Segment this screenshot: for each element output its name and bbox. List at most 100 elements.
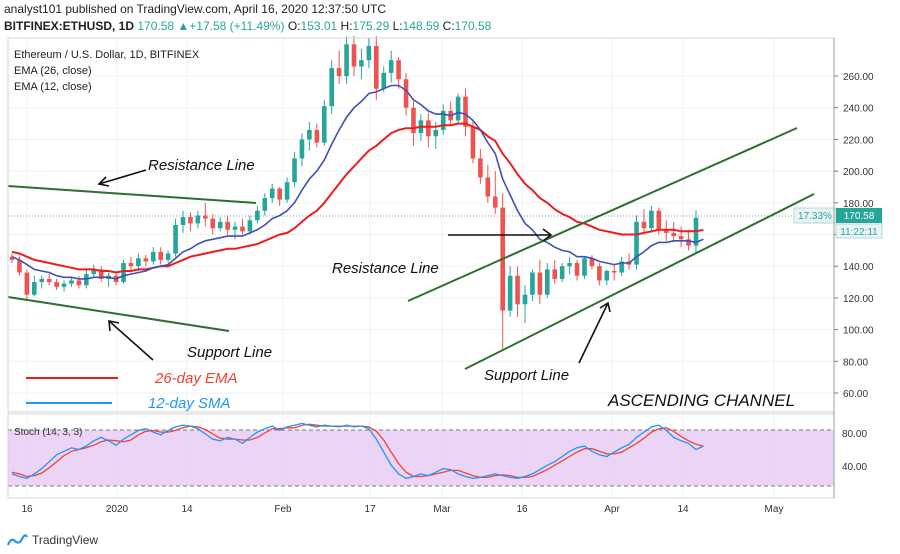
- support-label-left: Support Line: [187, 344, 272, 361]
- candle-body: [128, 263, 134, 267]
- candle-body: [46, 278, 52, 283]
- candle-body: [292, 158, 297, 183]
- candle-body: [403, 79, 409, 108]
- arrow-head-icon: [97, 176, 110, 187]
- resistance-label-left: Resistance Line: [148, 157, 255, 174]
- y-tick-label: 140.00: [843, 262, 874, 273]
- candle-body: [426, 120, 431, 137]
- y-tick-label: 80.00: [843, 357, 868, 368]
- channel-lower-line: [464, 193, 815, 370]
- candle-body: [9, 256, 15, 260]
- candle-body: [567, 263, 572, 267]
- candle-body: [91, 269, 97, 275]
- candle-body: [262, 198, 268, 211]
- countdown-badge-text: 11:22:11: [840, 227, 878, 238]
- x-tick-label: 17: [364, 504, 376, 515]
- x-tick-label: 16: [516, 504, 528, 515]
- symbol-name: BITFINEX:ETHUSD, 1D: [4, 19, 135, 33]
- tradingview-logo[interactable]: TradingView: [6, 533, 98, 548]
- candle-body: [478, 158, 483, 178]
- candle-body: [678, 236, 684, 240]
- candle-body: [195, 215, 201, 224]
- candle-body: [17, 259, 22, 273]
- candle-body: [671, 232, 677, 237]
- candle-body: [373, 45, 379, 89]
- candle-body: [537, 272, 543, 295]
- candle-body: [31, 282, 37, 295]
- stoch-label: Stoch (14, 3, 3): [14, 427, 82, 438]
- candle-body: [61, 283, 67, 287]
- candle-body: [589, 258, 595, 267]
- price-chart[interactable]: Ethereum / U.S. Dollar, 1D, BITFINEX EMA…: [0, 36, 900, 528]
- ema12-line: [11, 84, 704, 280]
- annotation-arrows: [97, 169, 611, 364]
- arrow-support-right: [578, 302, 609, 364]
- x-tick-label: Apr: [604, 504, 620, 515]
- tradingview-icon: [6, 534, 28, 546]
- candle-body: [351, 44, 357, 67]
- candle-body: [277, 188, 282, 200]
- y-tick-label: 120.00: [843, 294, 874, 305]
- candle-body: [269, 188, 275, 199]
- resistance-label-right: Resistance Line: [332, 260, 439, 277]
- candle-body: [255, 210, 260, 221]
- candle-body: [173, 225, 178, 254]
- candle-body: [188, 217, 193, 224]
- chart-title: Ethereum / U.S. Dollar, 1D, BITFINEX: [14, 49, 200, 61]
- candle-body: [507, 275, 513, 311]
- support-label-right: Support Line: [484, 367, 569, 384]
- candle-body: [492, 196, 498, 208]
- candle-body: [463, 96, 468, 127]
- x-tick-label: 16: [21, 504, 33, 515]
- candle-body: [381, 72, 387, 89]
- close-label: C:: [442, 19, 455, 33]
- y-tick-label: 200.00: [843, 167, 874, 178]
- candle-body: [597, 266, 602, 281]
- price-badge-text: 170.58: [844, 211, 875, 222]
- low-label: L:: [392, 19, 403, 33]
- candle-body: [411, 107, 416, 134]
- legend-ema26: EMA (26, close): [14, 65, 92, 77]
- candle-body: [515, 275, 520, 305]
- candle-body: [455, 96, 461, 121]
- candle-body: [619, 261, 624, 273]
- candle-body: [225, 221, 230, 230]
- footer: TradingView: [0, 528, 900, 554]
- candle-body: [150, 251, 156, 262]
- x-tick-label: May: [765, 504, 784, 515]
- arrow-head-icon: [599, 301, 611, 313]
- candle-body: [321, 106, 327, 143]
- support-trendline-left: [7, 296, 230, 332]
- legend-ema12: EMA (12, close): [14, 81, 92, 93]
- percent-badge-text: 17.33%: [798, 211, 832, 222]
- candle-body: [641, 221, 647, 229]
- candle-body: [344, 44, 349, 77]
- candle-body: [54, 282, 59, 287]
- candle-body: [240, 226, 245, 232]
- publisher-line: analyst101 published on TradingView.com,…: [4, 2, 387, 16]
- price-change: +17.58 (+11.49%): [189, 19, 285, 33]
- x-tick-label: 14: [677, 504, 689, 515]
- candle-body: [39, 278, 45, 283]
- arrow-support-left: [108, 320, 154, 361]
- stoch-k-line: [11, 422, 704, 479]
- brand-text: TradingView: [32, 533, 99, 547]
- low-value: 148.59: [402, 19, 440, 33]
- candle-body: [232, 226, 238, 230]
- candle-body: [544, 269, 550, 295]
- stoch-tick-80: 80.00: [842, 429, 867, 440]
- ema26-line: [11, 122, 704, 274]
- candle-body: [217, 221, 223, 229]
- candle-body: [485, 177, 491, 197]
- candle-body: [284, 182, 290, 200]
- y-tick-label: 220.00: [843, 135, 874, 146]
- candle-body: [76, 280, 82, 286]
- candle-body: [24, 272, 30, 295]
- candle-body: [336, 68, 342, 77]
- candle-body: [165, 253, 171, 260]
- candle-body: [180, 217, 186, 225]
- resistance-trendline-left: [7, 185, 257, 204]
- candle-body: [307, 129, 312, 140]
- countdown-badge: [835, 223, 883, 239]
- candle-body: [522, 294, 528, 305]
